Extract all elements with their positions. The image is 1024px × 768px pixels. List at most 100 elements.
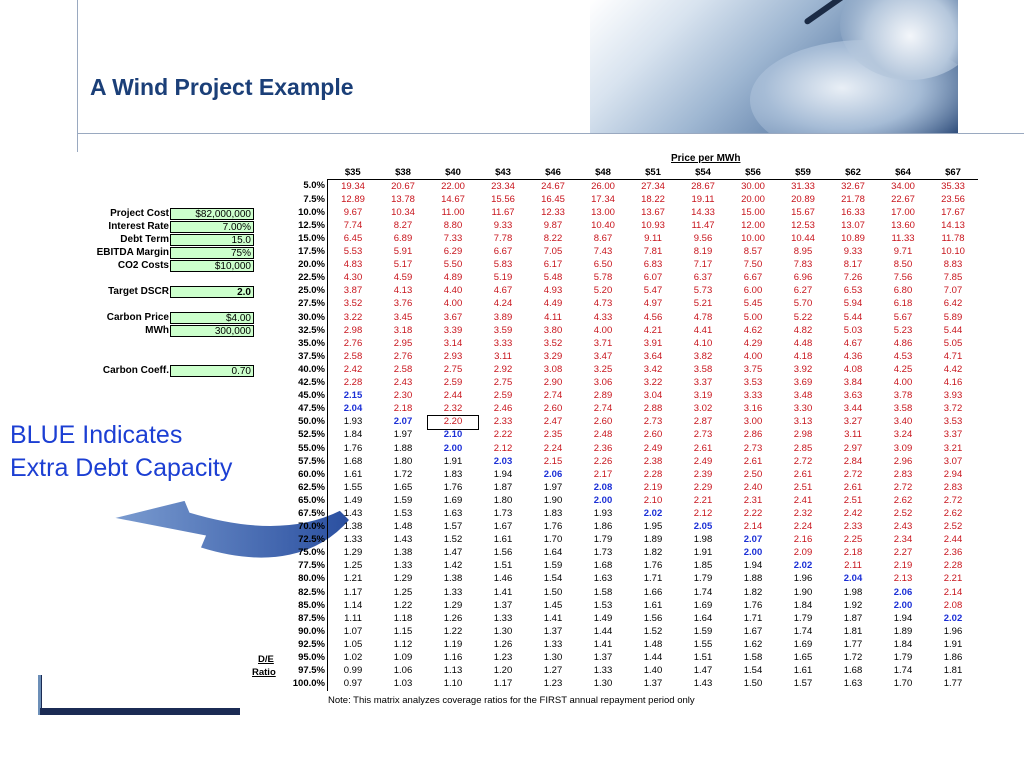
matrix-cell[interactable]: 1.69	[793, 638, 813, 650]
matrix-cell[interactable]: 1.93	[593, 507, 613, 519]
matrix-cell[interactable]: 2.61	[793, 468, 813, 480]
matrix-cell[interactable]: 4.00	[443, 298, 463, 310]
matrix-cell[interactable]: 2.73	[643, 416, 663, 428]
matrix-cell[interactable]: 2.76	[393, 350, 413, 362]
matrix-cell[interactable]: 2.18	[843, 547, 863, 559]
input-value[interactable]: $4.00	[170, 311, 254, 324]
matrix-cell[interactable]: 2.75	[443, 363, 463, 375]
matrix-cell[interactable]: 3.06	[593, 377, 613, 389]
matrix-cell[interactable]: 2.92	[493, 363, 513, 375]
matrix-cell[interactable]: 31.33	[791, 180, 815, 192]
matrix-cell[interactable]: 1.83	[543, 507, 563, 519]
matrix-cell[interactable]: 7.43	[593, 246, 613, 258]
matrix-cell[interactable]: 1.67	[743, 625, 763, 637]
matrix-cell[interactable]: 1.73	[493, 507, 513, 519]
matrix-cell[interactable]: 1.06	[393, 665, 413, 677]
matrix-cell[interactable]: 1.12	[393, 638, 413, 650]
matrix-cell[interactable]: 7.85	[943, 272, 963, 284]
matrix-cell[interactable]: 1.37	[543, 625, 563, 637]
matrix-cell[interactable]: 4.78	[693, 311, 713, 323]
matrix-cell[interactable]: 1.38	[393, 547, 413, 559]
matrix-cell[interactable]: 3.22	[343, 311, 363, 323]
matrix-cell[interactable]: 2.28	[343, 377, 363, 389]
matrix-cell[interactable]: 5.19	[493, 272, 513, 284]
matrix-cell[interactable]: 1.41	[493, 586, 513, 598]
matrix-cell[interactable]: 2.83	[943, 481, 963, 493]
matrix-cell[interactable]: 11.47	[691, 219, 715, 231]
matrix-cell[interactable]: 2.58	[343, 350, 363, 362]
matrix-cell[interactable]: 1.25	[343, 560, 363, 572]
matrix-cell[interactable]: 7.50	[743, 259, 763, 271]
matrix-cell[interactable]: 5.48	[543, 272, 563, 284]
matrix-cell[interactable]: 1.30	[593, 678, 613, 690]
matrix-cell[interactable]: 1.13	[443, 665, 463, 677]
matrix-cell[interactable]: 3.11	[494, 350, 512, 362]
matrix-cell[interactable]: 2.02	[943, 612, 963, 624]
matrix-cell[interactable]: 1.95	[643, 521, 663, 533]
matrix-cell[interactable]: 1.70	[543, 534, 563, 546]
matrix-cell[interactable]: 35.33	[941, 180, 965, 192]
matrix-cell[interactable]: 5.23	[893, 324, 913, 336]
matrix-cell[interactable]: 5.50	[443, 259, 463, 271]
matrix-cell[interactable]: 3.93	[943, 390, 963, 402]
matrix-cell[interactable]: 1.54	[743, 665, 763, 677]
matrix-cell[interactable]: 2.36	[943, 547, 963, 559]
input-value[interactable]: 300,000	[170, 324, 254, 337]
matrix-cell[interactable]: 6.96	[793, 272, 813, 284]
matrix-cell[interactable]: 13.67	[641, 206, 665, 218]
matrix-cell[interactable]: 5.45	[743, 298, 763, 310]
matrix-cell[interactable]: 1.71	[743, 612, 763, 624]
matrix-cell[interactable]: 1.86	[593, 521, 613, 533]
matrix-cell[interactable]: 1.23	[493, 652, 513, 664]
matrix-cell[interactable]: 2.59	[493, 390, 513, 402]
matrix-cell[interactable]: 1.86	[943, 652, 963, 664]
matrix-cell[interactable]: 2.04	[343, 403, 363, 415]
matrix-cell[interactable]: 1.47	[693, 665, 713, 677]
matrix-cell[interactable]: 2.34	[893, 534, 913, 546]
matrix-cell[interactable]: 2.30	[393, 390, 413, 402]
matrix-cell[interactable]: 1.90	[793, 586, 813, 598]
matrix-cell[interactable]: 1.38	[343, 521, 363, 533]
matrix-cell[interactable]: 11.00	[441, 206, 465, 218]
matrix-cell[interactable]: 2.06	[543, 468, 563, 480]
matrix-cell[interactable]: 4.93	[543, 285, 563, 297]
matrix-cell[interactable]: 3.09	[893, 442, 913, 454]
matrix-cell[interactable]: 1.55	[693, 638, 713, 650]
matrix-cell[interactable]: 1.80	[493, 494, 513, 506]
matrix-cell[interactable]: 22.67	[891, 193, 915, 205]
matrix-cell[interactable]: 3.04	[643, 390, 663, 402]
matrix-cell[interactable]: 3.27	[843, 416, 863, 428]
matrix-cell[interactable]: 16.45	[541, 193, 565, 205]
matrix-cell[interactable]: 16.33	[841, 206, 865, 218]
matrix-cell[interactable]: 28.67	[691, 180, 715, 192]
matrix-cell[interactable]: 1.22	[393, 599, 413, 611]
matrix-cell[interactable]: 3.19	[693, 390, 713, 402]
matrix-cell[interactable]: 2.83	[893, 468, 913, 480]
matrix-cell[interactable]: 1.96	[793, 573, 813, 585]
matrix-cell[interactable]: 1.84	[793, 599, 813, 611]
matrix-cell[interactable]: 2.10	[643, 494, 663, 506]
matrix-cell[interactable]: 2.36	[593, 442, 613, 454]
matrix-cell[interactable]: 2.06	[893, 586, 913, 598]
matrix-cell[interactable]: 1.09	[393, 652, 413, 664]
matrix-cell[interactable]: 4.67	[843, 337, 863, 349]
matrix-cell[interactable]: 14.67	[441, 193, 465, 205]
matrix-cell[interactable]: 1.47	[443, 547, 463, 559]
matrix-cell[interactable]: 1.64	[543, 547, 563, 559]
matrix-cell[interactable]: 2.38	[643, 455, 663, 467]
matrix-cell[interactable]: 2.04	[843, 573, 863, 585]
matrix-cell[interactable]: 2.00	[893, 599, 913, 611]
matrix-cell[interactable]: 2.02	[643, 507, 663, 519]
matrix-cell[interactable]: 8.83	[943, 259, 963, 271]
matrix-cell[interactable]: 24.67	[541, 180, 565, 192]
matrix-cell[interactable]: 6.18	[893, 298, 913, 310]
matrix-cell[interactable]: 2.12	[493, 442, 513, 454]
matrix-cell[interactable]: 2.03	[493, 455, 513, 467]
matrix-cell[interactable]: 2.97	[843, 442, 863, 454]
matrix-cell[interactable]: 5.91	[393, 246, 413, 258]
matrix-cell[interactable]: 6.89	[393, 233, 413, 245]
matrix-cell[interactable]: 3.84	[843, 377, 863, 389]
matrix-cell[interactable]: 6.27	[793, 285, 813, 297]
matrix-cell[interactable]: 1.55	[343, 481, 363, 493]
matrix-cell[interactable]: 2.52	[893, 507, 913, 519]
